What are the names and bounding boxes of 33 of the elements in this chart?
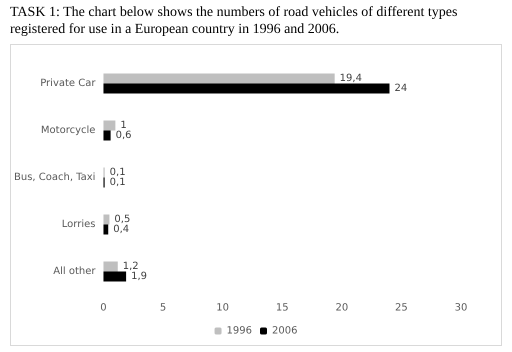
data-label: 0,1: [110, 177, 126, 188]
bar: [103, 84, 390, 94]
y-tick-label: All other: [53, 266, 96, 277]
legend-label: 1996: [226, 326, 252, 336]
x-tick-label: 30: [454, 302, 468, 314]
bar: [103, 74, 335, 84]
bar: [103, 224, 108, 234]
x-tick-label: 5: [160, 302, 166, 314]
data-label: 0,4: [113, 224, 130, 235]
x-tick-label: 20: [335, 302, 348, 314]
bar: [103, 214, 110, 224]
bar: [103, 272, 126, 282]
y-tick-label: Bus, Coach, Taxi: [14, 172, 96, 183]
x-tick-label: 25: [395, 302, 408, 314]
x-tick-label: 10: [216, 302, 230, 314]
data-label: 1,2: [122, 261, 139, 272]
bar: [103, 130, 111, 140]
bar: [103, 262, 118, 272]
bar: [103, 120, 116, 130]
y-tick-label: Lorries: [62, 219, 96, 230]
chart-title: TASK 1: The chart below shows the numbers of road vehicles of different types registered for use in a European country in 1996 and 2006.: [10, 4, 458, 38]
data-label: 1: [120, 120, 127, 131]
legend-label: 2006: [272, 326, 298, 336]
y-tick-label: Private Car: [40, 78, 96, 89]
x-tick-label: 0: [100, 302, 107, 314]
data-label: 19,4: [340, 73, 362, 84]
data-label: 0,6: [116, 130, 132, 141]
x-tick-label: 15: [276, 302, 289, 314]
data-label: 1,9: [131, 271, 148, 282]
y-tick-label: Motorcycle: [40, 125, 96, 136]
data-label: 0,1: [110, 167, 126, 178]
data-label: 0,5: [114, 214, 130, 225]
data-label: 24: [394, 83, 408, 94]
